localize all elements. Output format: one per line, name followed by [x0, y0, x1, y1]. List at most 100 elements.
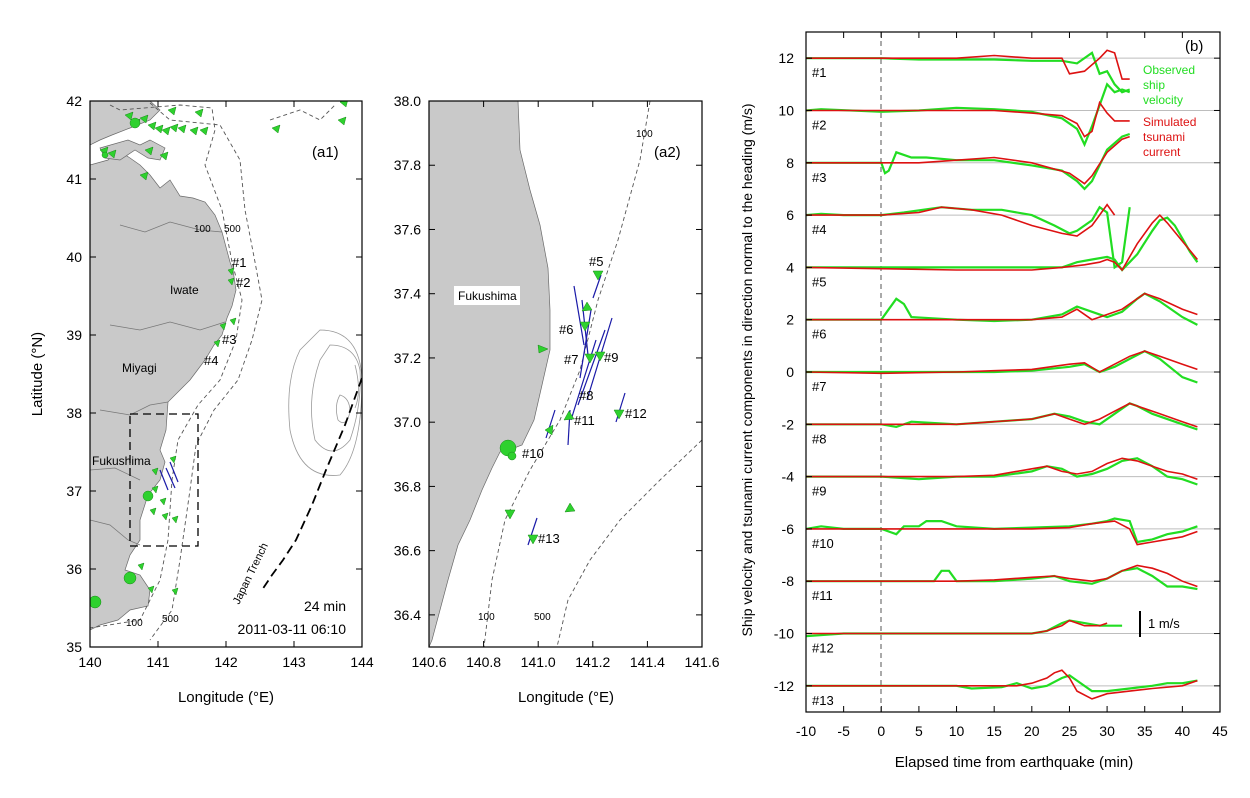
timestamp: 2011-03-11 06:10 [238, 621, 347, 637]
b-ylabel: Ship velocity and tsunami current compon… [739, 103, 755, 636]
fukushima-coast-land [429, 101, 551, 647]
a2-ytick-label: 37.2 [394, 350, 421, 366]
region-iwate: Iwate [170, 283, 199, 297]
ship-label-13: #13 [538, 531, 560, 546]
b-xtick-label: 40 [1175, 723, 1191, 739]
simulated-line-1 [806, 49, 1130, 80]
a1-ytick-label: 39 [66, 327, 82, 343]
b-xtick-label: 0 [877, 723, 885, 739]
japan-trench-line [261, 377, 362, 591]
a2-ytick-label: 36.6 [394, 543, 421, 559]
a2-xlabel: Longitude (°E) [518, 689, 614, 706]
b-xtick-label: -5 [837, 723, 850, 739]
a2-axes: 140.6 140.8 141.0 141.2 141.4 141.6 36.4 36.6 36… [394, 93, 720, 670]
a1-xtick-label: 140 [78, 654, 102, 670]
ship-label-2: #2 [236, 275, 250, 290]
series-label: #5 [812, 274, 826, 289]
b-ytick-label: 6 [786, 207, 794, 223]
a1-xtick-label: 141 [146, 654, 170, 670]
series-label: #2 [812, 117, 826, 132]
a2-xtick-label: 140.8 [466, 654, 501, 670]
a1-xlabel: Longitude (°E) [178, 689, 274, 706]
depth-label-100-a: 100 [194, 224, 211, 235]
region-miyagi: Miyagi [122, 361, 157, 375]
depth-label-500-a: 500 [224, 224, 241, 235]
aomori-land [99, 139, 166, 161]
tracks-a1 [159, 461, 179, 491]
legend-observed-1: Observed [1143, 63, 1195, 77]
simulated-line-3 [806, 135, 1130, 185]
legend-observed-2: ship [1143, 78, 1165, 92]
b-xtick-label: 15 [986, 723, 1002, 739]
scale-bar-label: 1 m/s [1148, 616, 1180, 631]
a1-ytick-label: 35 [66, 639, 82, 655]
depth-label-100-b: 100 [126, 618, 143, 629]
a1-ytick-label: 41 [66, 171, 82, 187]
b-xlabel: Elapsed time from earthquake (min) [895, 754, 1133, 771]
a2-ytick-label: 37.4 [394, 286, 421, 302]
series-label: #10 [812, 536, 834, 551]
ship-label-1: #1 [232, 255, 246, 270]
simulated-line-11 [806, 564, 1198, 588]
region-fukushima-a2: Fukushima [458, 289, 517, 303]
depth-label-100-bottom: 100 [478, 612, 495, 623]
ship-markers-a2 [499, 270, 625, 545]
observed-line-8 [806, 402, 1198, 431]
simulated-line-4 [806, 203, 1116, 237]
ship-label-9: #9 [604, 350, 618, 365]
b-ytick-label: -4 [782, 469, 795, 485]
ship-markers-a1 [90, 101, 348, 609]
series-label: #8 [812, 431, 826, 446]
b-ytick-label: -12 [774, 678, 794, 694]
simulated-line-8 [806, 402, 1198, 428]
a1-ytick-label: 42 [66, 93, 82, 109]
legend-observed-3: velocity [1143, 93, 1183, 107]
a2-xtick-label: 141.0 [521, 654, 556, 670]
a1-ytick-label: 37 [66, 483, 82, 499]
a2-ytick-label: 37.6 [394, 221, 421, 237]
b-xtick-label: 30 [1099, 723, 1115, 739]
series-label: #1 [812, 65, 826, 80]
b-ytick-label: 8 [786, 155, 794, 171]
series-label: #11 [812, 588, 833, 603]
a1-xtick-label: 144 [350, 654, 374, 670]
a1-ylabel: Latitude (°N) [29, 332, 46, 416]
ship-label-8: #8 [579, 388, 593, 403]
a2-xtick-label: 141.2 [575, 654, 610, 670]
a2-ytick-label: 36.4 [394, 607, 421, 623]
panel-a2-map: 140.6 140.8 141.0 141.2 141.4 141.6 36.4 36.6 36… [394, 93, 720, 706]
simulated-line-10 [806, 520, 1198, 546]
a1-ytick-label: 38 [66, 405, 82, 421]
a2-ytick-label: 36.8 [394, 478, 421, 494]
b-xtick-label: 35 [1137, 723, 1153, 739]
time-elapsed: 24 min [304, 598, 346, 614]
depth-contours [90, 102, 336, 641]
b-xtick-label: 25 [1062, 723, 1078, 739]
region-fukushima-box [454, 286, 520, 305]
b-ytick-label: 4 [786, 259, 794, 275]
simulated-line-9 [806, 457, 1198, 480]
b-xtick-label: 10 [949, 723, 965, 739]
legend: Observed ship velocity Simulated tsunami… [1143, 63, 1196, 159]
simulated-line-2 [806, 100, 1130, 138]
a2-xtick-label: 140.6 [411, 654, 446, 670]
b-ytick-label: 0 [786, 364, 794, 380]
b-xtick-label: -10 [796, 723, 816, 739]
region-fukushima: Fukushima [92, 454, 151, 468]
b-xtick-label: 45 [1212, 723, 1228, 739]
b-xtick-label: 5 [915, 723, 923, 739]
depth-label-500: 500 [534, 612, 551, 623]
prefecture-borders [90, 221, 226, 546]
a1-ytick-label: 36 [66, 561, 82, 577]
series-label: #7 [812, 379, 826, 394]
b-ytick-label: -8 [782, 573, 795, 589]
a1-ytick-label: 40 [66, 249, 82, 265]
legend-simulated-1: Simulated [1143, 115, 1196, 129]
a2-xtick-label: 141.6 [684, 654, 719, 670]
offshore-contours [288, 329, 362, 476]
simulated-line-5 [805, 213, 1199, 272]
ship-label-3: #3 [222, 332, 236, 347]
series-label: #12 [812, 641, 834, 656]
